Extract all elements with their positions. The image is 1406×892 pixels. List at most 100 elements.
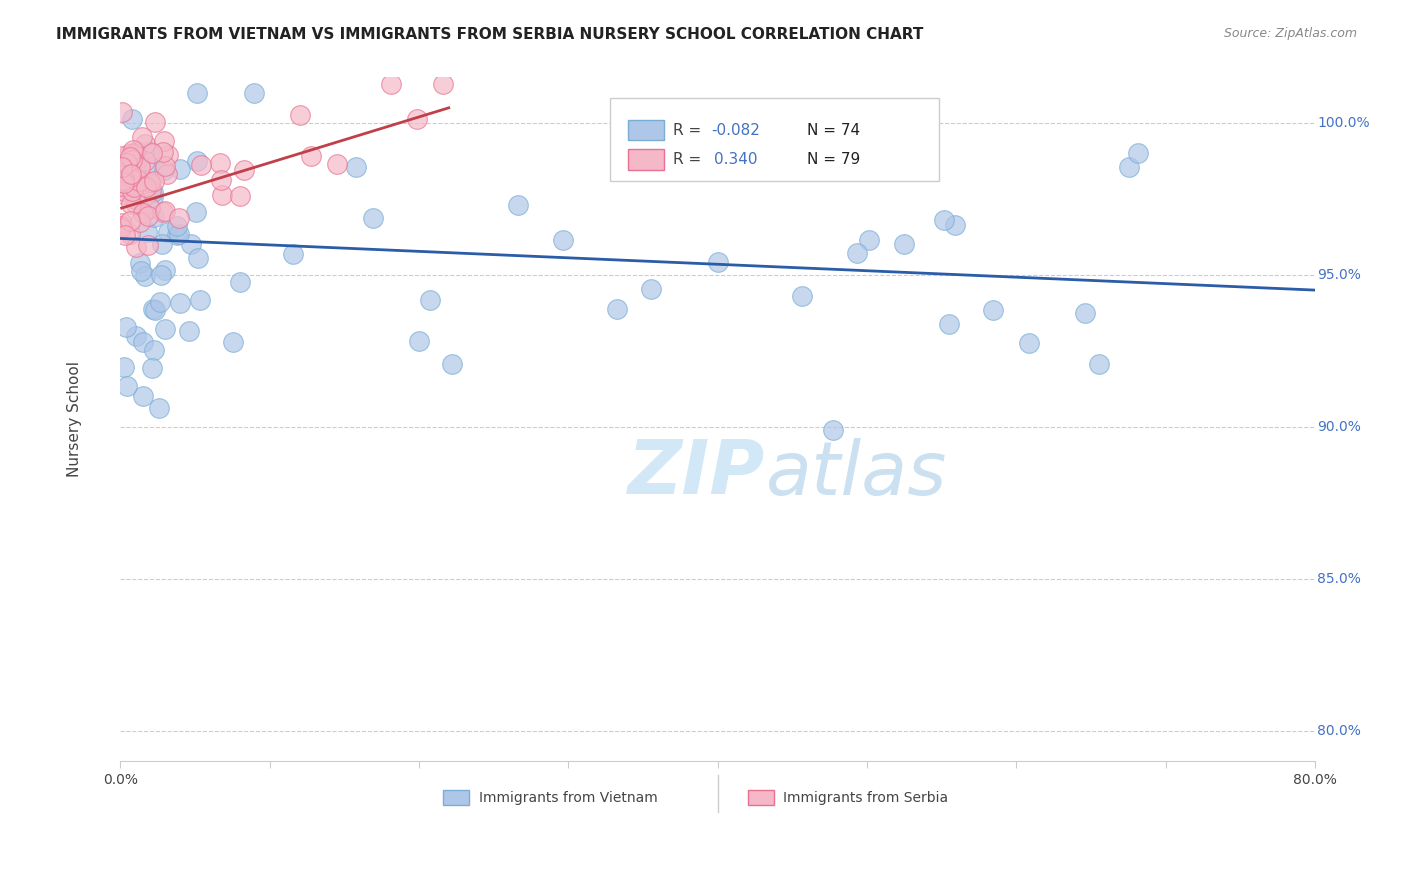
Point <box>129 256 152 270</box>
Point <box>118 174 141 188</box>
Point <box>152 145 174 160</box>
Point <box>110 220 132 235</box>
Point <box>114 228 136 243</box>
Point <box>943 218 966 232</box>
Point <box>134 269 156 284</box>
Point <box>139 144 162 158</box>
Point <box>111 216 134 230</box>
Text: Immigrants from Serbia: Immigrants from Serbia <box>783 791 949 805</box>
Point <box>110 179 132 194</box>
Text: atlas: atlas <box>765 438 946 510</box>
Point <box>167 227 190 241</box>
Text: R =: R = <box>673 122 707 137</box>
Point <box>432 77 454 91</box>
Point <box>150 236 173 251</box>
Point <box>1018 335 1040 350</box>
Point <box>190 158 212 172</box>
Point <box>148 295 170 310</box>
Text: 80.0%: 80.0% <box>1317 723 1361 738</box>
Point <box>139 160 162 174</box>
Point <box>112 173 135 187</box>
Point <box>121 184 143 198</box>
Point <box>187 251 209 265</box>
Point <box>141 145 163 160</box>
Text: ZIP: ZIP <box>628 437 765 510</box>
Point <box>131 389 153 403</box>
Point <box>143 302 166 317</box>
Point <box>138 201 160 215</box>
Point <box>166 227 188 242</box>
Point <box>120 168 142 182</box>
Point <box>143 343 166 357</box>
Point <box>111 174 134 188</box>
Point <box>127 152 149 166</box>
Point <box>143 115 166 129</box>
Point <box>124 147 146 161</box>
Point <box>125 197 148 211</box>
Point <box>142 185 165 199</box>
Point <box>406 112 429 127</box>
Point <box>821 423 844 437</box>
Text: N = 79: N = 79 <box>807 152 860 167</box>
Point <box>122 180 145 194</box>
Point <box>121 112 143 126</box>
Point <box>131 129 153 144</box>
Point <box>299 149 322 163</box>
Point <box>117 379 139 393</box>
FancyBboxPatch shape <box>748 790 773 805</box>
Point <box>153 159 176 173</box>
Text: 90.0%: 90.0% <box>1317 420 1361 434</box>
Point <box>873 123 896 137</box>
Point <box>363 211 385 225</box>
Point <box>344 160 367 174</box>
Point <box>155 322 177 336</box>
Point <box>142 174 165 188</box>
Point <box>153 162 176 177</box>
Point <box>606 301 628 316</box>
Point <box>115 320 138 334</box>
Point <box>153 134 176 148</box>
Point <box>896 157 918 171</box>
Text: Source: ZipAtlas.com: Source: ZipAtlas.com <box>1223 27 1357 40</box>
Point <box>110 219 132 233</box>
Point <box>179 324 201 338</box>
Point <box>893 236 915 251</box>
Point <box>180 237 202 252</box>
Point <box>139 175 162 189</box>
Point <box>118 147 141 161</box>
Text: 95.0%: 95.0% <box>1317 268 1361 282</box>
Point <box>169 296 191 310</box>
Point <box>149 268 172 282</box>
Point <box>111 158 134 172</box>
Point <box>858 233 880 247</box>
Point <box>122 143 145 157</box>
Point <box>508 197 530 211</box>
Point <box>139 183 162 197</box>
Point <box>157 148 180 162</box>
Point <box>135 180 157 194</box>
Text: -0.082: -0.082 <box>711 122 761 137</box>
Point <box>134 154 156 169</box>
Text: IMMIGRANTS FROM VIETNAM VS IMMIGRANTS FROM SERBIA NURSERY SCHOOL CORRELATION CHA: IMMIGRANTS FROM VIETNAM VS IMMIGRANTS FR… <box>56 27 924 42</box>
Point <box>932 212 955 227</box>
Point <box>129 264 152 278</box>
Point <box>846 246 869 260</box>
Point <box>132 206 155 220</box>
Point <box>139 177 162 191</box>
Point <box>115 156 138 170</box>
Point <box>166 219 188 233</box>
Point <box>1126 145 1149 160</box>
Point <box>134 137 156 152</box>
Point <box>1088 357 1111 371</box>
Point <box>326 157 349 171</box>
Point <box>288 108 311 122</box>
Point <box>124 329 146 343</box>
Point <box>229 276 252 290</box>
Point <box>153 204 176 219</box>
Point <box>111 160 134 174</box>
Point <box>136 209 159 223</box>
Point <box>169 161 191 176</box>
Point <box>112 184 135 198</box>
Point <box>938 318 960 332</box>
Text: Immigrants from Vietnam: Immigrants from Vietnam <box>478 791 658 805</box>
